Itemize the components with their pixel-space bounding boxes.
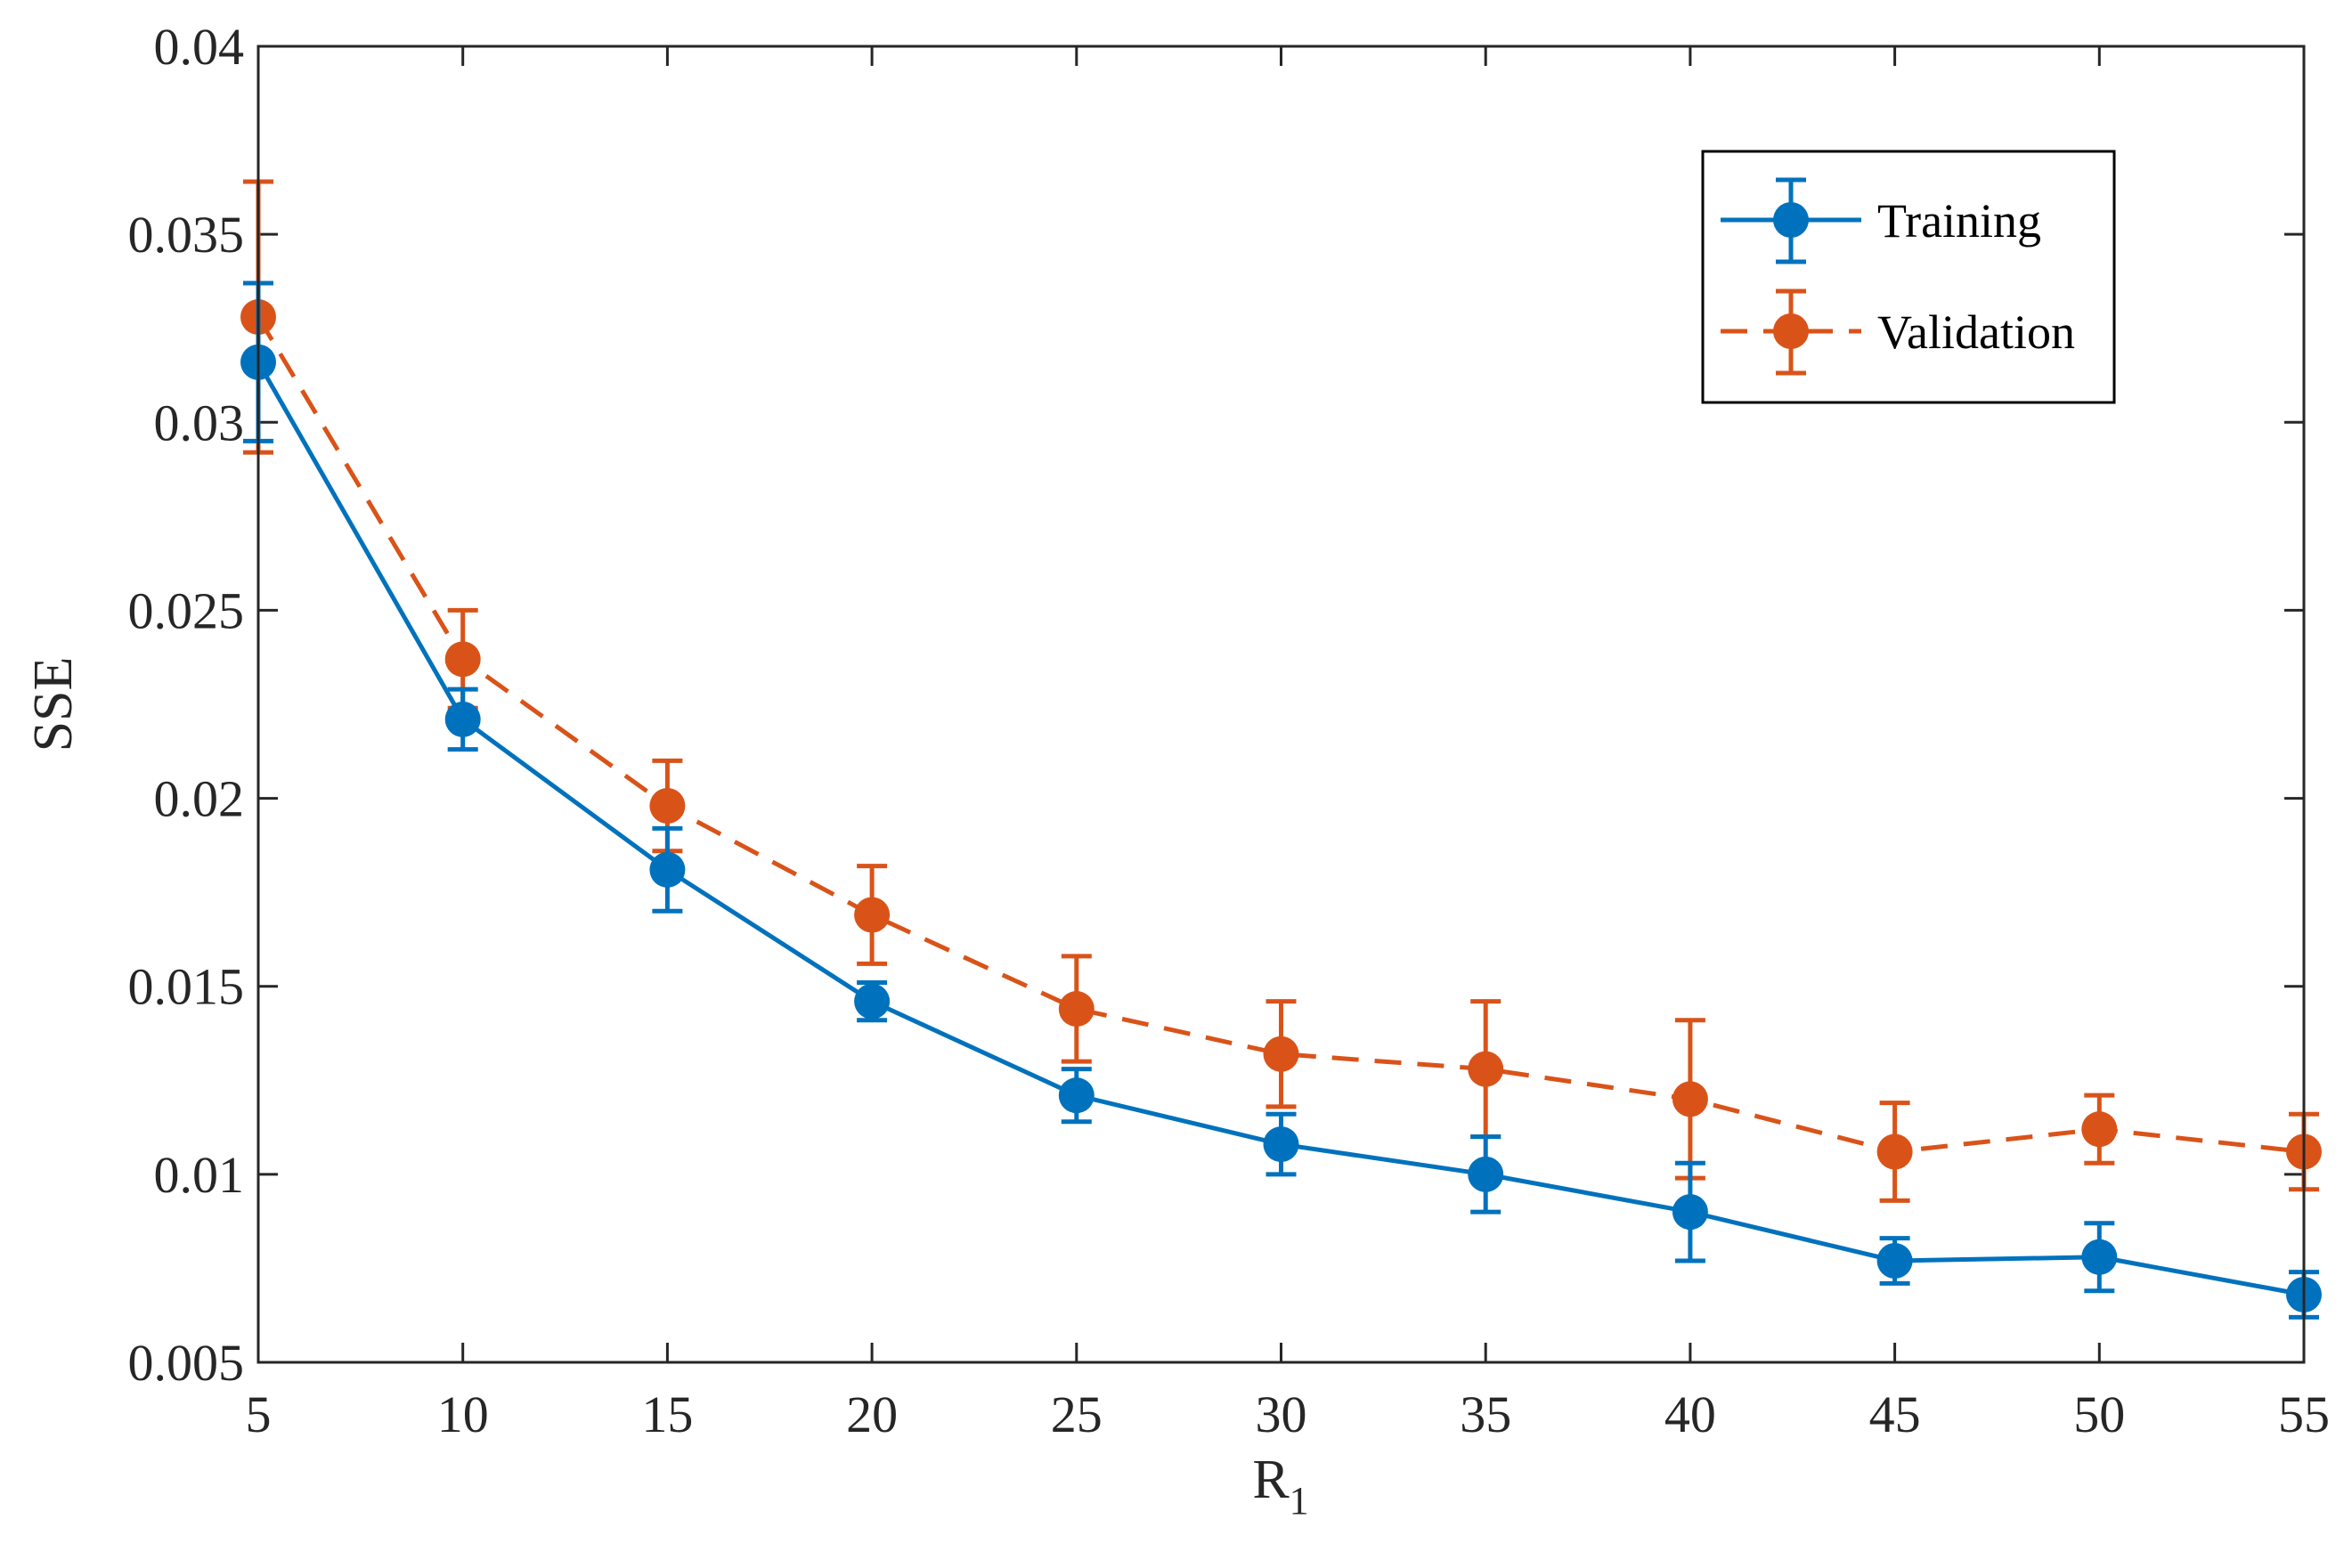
y-tick-label: 0.01 xyxy=(154,1146,245,1204)
x-tick-label: 25 xyxy=(1051,1385,1103,1443)
legend-box xyxy=(1701,150,2116,404)
data-point-validation xyxy=(1468,1051,1504,1087)
x-axis-title-main: R xyxy=(1252,1450,1290,1510)
data-point-validation xyxy=(649,788,686,825)
data-point-validation xyxy=(1058,991,1095,1028)
data-point-training xyxy=(1876,1242,1913,1279)
data-point-training xyxy=(649,851,686,888)
y-tick-label: 0.02 xyxy=(154,770,245,828)
data-point-training xyxy=(444,701,481,737)
x-axis-title-subscript: 1 xyxy=(1290,1479,1309,1523)
data-point-validation xyxy=(444,641,481,678)
data-point-validation xyxy=(1263,1036,1299,1072)
legend-item-training: Training xyxy=(1721,177,2041,264)
data-point-training xyxy=(2081,1239,2118,1275)
y-tick-labels: 0.005 0.01 0.015 0.02 0.025 0.03 0.035 0.04 xyxy=(128,18,245,1392)
series-line-validation xyxy=(256,315,2305,1155)
data-point-validation xyxy=(1876,1133,1913,1170)
y-axis-title: SSE xyxy=(23,657,84,752)
data-point-validation xyxy=(1672,1081,1708,1117)
data-point-training xyxy=(1263,1126,1299,1163)
x-tick-label: 30 xyxy=(1256,1385,1307,1443)
x-tick-labels: 5 10 15 20 25 30 35 40 45 50 55 xyxy=(246,1385,2331,1443)
y-tick-label: 0.015 xyxy=(128,958,245,1016)
y-tick-label: 0.03 xyxy=(154,394,245,451)
data-point-training xyxy=(854,983,891,1020)
x-tick-label: 40 xyxy=(1664,1385,1716,1443)
x-tick-label: 45 xyxy=(1869,1385,1921,1443)
legend-validation-marker xyxy=(1773,313,1809,349)
y-tick-label: 0.025 xyxy=(128,581,245,639)
data-point-validation xyxy=(2081,1111,2118,1148)
legend: Training Validation xyxy=(1701,150,2116,404)
y-tick-label: 0.04 xyxy=(154,18,245,76)
x-tick-label: 10 xyxy=(437,1385,489,1443)
plot-frame xyxy=(256,45,2306,1364)
x-tick-label: 15 xyxy=(641,1385,693,1443)
x-tick-label: 20 xyxy=(846,1385,898,1443)
y-tick-label: 0.005 xyxy=(128,1334,245,1392)
data-point-training xyxy=(1468,1156,1504,1192)
x-tick-label: 5 xyxy=(246,1385,272,1443)
x-tick-label: 55 xyxy=(2278,1385,2330,1443)
y-tick-label: 0.035 xyxy=(128,206,245,264)
x-axis-title: R1 xyxy=(1252,1450,1308,1523)
legend-training-label: Training xyxy=(1877,194,2041,248)
legend-validation-label: Validation xyxy=(1877,305,2075,359)
x-tick-label: 35 xyxy=(1460,1385,1511,1443)
data-point-validation xyxy=(854,897,891,933)
legend-training-marker xyxy=(1773,202,1809,238)
data-point-training xyxy=(1672,1194,1708,1231)
data-point-training xyxy=(1058,1077,1095,1114)
legend-item-validation: Validation xyxy=(1721,288,2075,376)
x-tick-label: 50 xyxy=(2073,1385,2125,1443)
